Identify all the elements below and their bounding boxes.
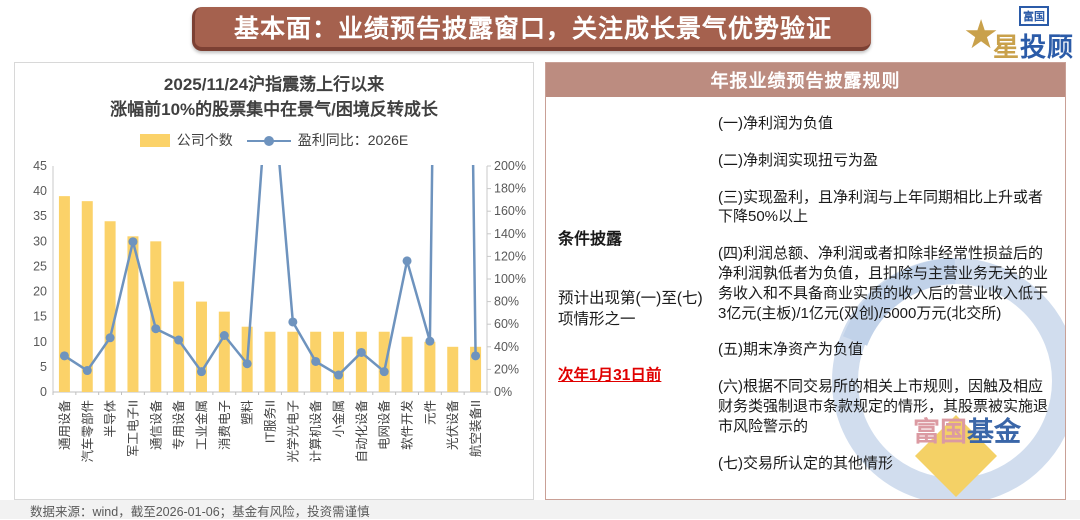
svg-text:通信设备: 通信设备 (148, 400, 163, 451)
rule-item-3: (三)实现盈利，且净利润与上年同期相比上升或者下降50%以上 (718, 188, 1043, 226)
svg-text:汽车零部件: 汽车零部件 (80, 400, 95, 463)
svg-text:100%: 100% (494, 272, 526, 286)
svg-text:5: 5 (40, 360, 47, 374)
rules-item-list: (一)净利润为负值 (二)净刺润实现扭亏为盈 (三)实现盈利，且净利润与上年同期… (718, 97, 1054, 473)
svg-text:通用设备: 通用设备 (57, 400, 72, 451)
brand-small-text: 富国 (1018, 6, 1049, 26)
svg-text:25: 25 (33, 260, 47, 274)
bar-line-chart: 0 5 10 15 20 25 30 35 40 45 0% 20% 40% 60% 80% 100% 120%… (33, 159, 526, 463)
svg-text:光学光电子: 光学光电子 (285, 400, 300, 463)
svg-text:40: 40 (33, 184, 47, 198)
svg-text:IT服务II: IT服务II (263, 400, 278, 443)
rule-item-7: (七)交易所认定的其他情形 (718, 454, 893, 472)
svg-text:200%: 200% (494, 159, 526, 173)
rules-header-text: 年报业绩预告披露规则 (710, 71, 901, 91)
rule-item-4: (四)利润总额、净利润或者扣除非经常性损益后的净利润孰低者为负值，且扣除与主营业… (718, 245, 1049, 322)
svg-text:45: 45 (33, 159, 47, 173)
legend-bar-item: 公司个数 (139, 130, 233, 150)
rules-panel: 年报业绩预告披露规则 富国基金 条件披露 预计出现第(一)至(七)项情形之一 次… (545, 62, 1066, 500)
svg-text:30: 30 (33, 235, 47, 249)
svg-text:10: 10 (33, 335, 47, 349)
chart-legend: 公司个数 盈利同比：2026E (15, 130, 533, 150)
svg-text:消费电子: 消费电子 (218, 400, 232, 450)
svg-text:80%: 80% (494, 295, 519, 309)
svg-text:60%: 60% (494, 317, 519, 331)
svg-text:20: 20 (33, 285, 47, 299)
svg-text:计算机设备: 计算机设备 (308, 400, 323, 463)
svg-text:180%: 180% (494, 182, 526, 196)
legend-bar-label: 公司个数 (176, 132, 233, 149)
rule-item-2: (二)净刺润实现扭亏为盈 (718, 151, 878, 169)
chart-title-line1: 2025/11/24沪指震荡上行以来 (163, 75, 385, 94)
svg-text:20%: 20% (494, 363, 519, 377)
svg-text:35: 35 (33, 210, 47, 224)
svg-text:半导体: 半导体 (104, 400, 118, 438)
svg-text:元件: 元件 (423, 400, 437, 425)
svg-text:光伏设备: 光伏设备 (445, 400, 460, 451)
rule-item-1: (一)净利润为负值 (718, 115, 833, 132)
condition-disclosure-label: 条件披露 (558, 231, 623, 248)
svg-text:军工电子II: 军工电子II (126, 400, 140, 457)
footer-bar: 数据来源：wind，截至2026-01-06；基金有风险，投资需谨慎 (0, 500, 1080, 519)
chart-title: 2025/11/24沪指震荡上行以来 涨幅前10%的股票集中在景气/困境反转成长 (15, 73, 533, 122)
brand-logo: ★ 富国 星投顾 (963, 6, 1074, 64)
svg-text:软件开发: 软件开发 (400, 400, 415, 451)
legend-line-label: 盈利同比：2026E (297, 132, 409, 149)
svg-text:自动化设备: 自动化设备 (354, 400, 369, 463)
rule-item-5: (五)期末净资产为负值 (718, 341, 863, 359)
svg-text:小金属: 小金属 (331, 400, 346, 438)
svg-text:40%: 40% (494, 340, 519, 354)
rules-body: 富国基金 条件披露 预计出现第(一)至(七)项情形之一 次年1月31日前 (一)… (546, 97, 1065, 499)
svg-text:15: 15 (33, 310, 47, 324)
svg-text:160%: 160% (494, 204, 526, 218)
svg-text:140%: 140% (494, 227, 526, 241)
fund-watermark-text: 富国基金 (913, 417, 1021, 447)
svg-text:120%: 120% (494, 250, 526, 264)
svg-text:塑料: 塑料 (240, 400, 255, 426)
bar-swatch-icon (139, 133, 170, 147)
svg-text:0: 0 (40, 385, 47, 399)
svg-text:0%: 0% (494, 385, 512, 399)
brand-main-text: 星投顾 (992, 32, 1074, 62)
svg-text:航空装备II: 航空装备II (468, 400, 483, 457)
svg-text:专用设备: 专用设备 (171, 400, 186, 451)
rules-header: 年报业绩预告披露规则 (546, 63, 1065, 97)
page-title-banner: 基本面：业绩预告披露窗口，关注成长景气优势验证 (192, 7, 871, 51)
footer-disclaimer: 数据来源：wind，截至2026-01-06；基金有风险，投资需谨慎 (30, 505, 370, 519)
chart-panel: 2025/11/24沪指震荡上行以来 涨幅前10%的股票集中在景气/困境反转成长… (14, 62, 534, 500)
line-swatch-icon (246, 134, 291, 147)
condition-scope-text: 预计出现第(一)至(七)项情形之一 (558, 290, 703, 328)
chart-title-line2: 涨幅前10%的股票集中在景气/困境反转成长 (110, 99, 438, 119)
svg-text:工业金属: 工业金属 (194, 400, 209, 450)
page-title: 基本面：业绩预告披露窗口，关注成长景气优势验证 (233, 15, 832, 43)
star-icon: ★ (963, 13, 999, 57)
legend-line-item: 盈利同比：2026E (246, 130, 409, 150)
rules-left-column: 条件披露 预计出现第(一)至(七)项情形之一 次年1月31日前 (558, 97, 710, 385)
rule-item-6: (六)根据不同交易所的相关上市规则，因触及相应财务类强制退市条款规定的情形，其股… (718, 378, 1049, 435)
svg-text:电网设备: 电网设备 (377, 400, 392, 451)
deadline-text: 次年1月31日前 (558, 366, 662, 384)
